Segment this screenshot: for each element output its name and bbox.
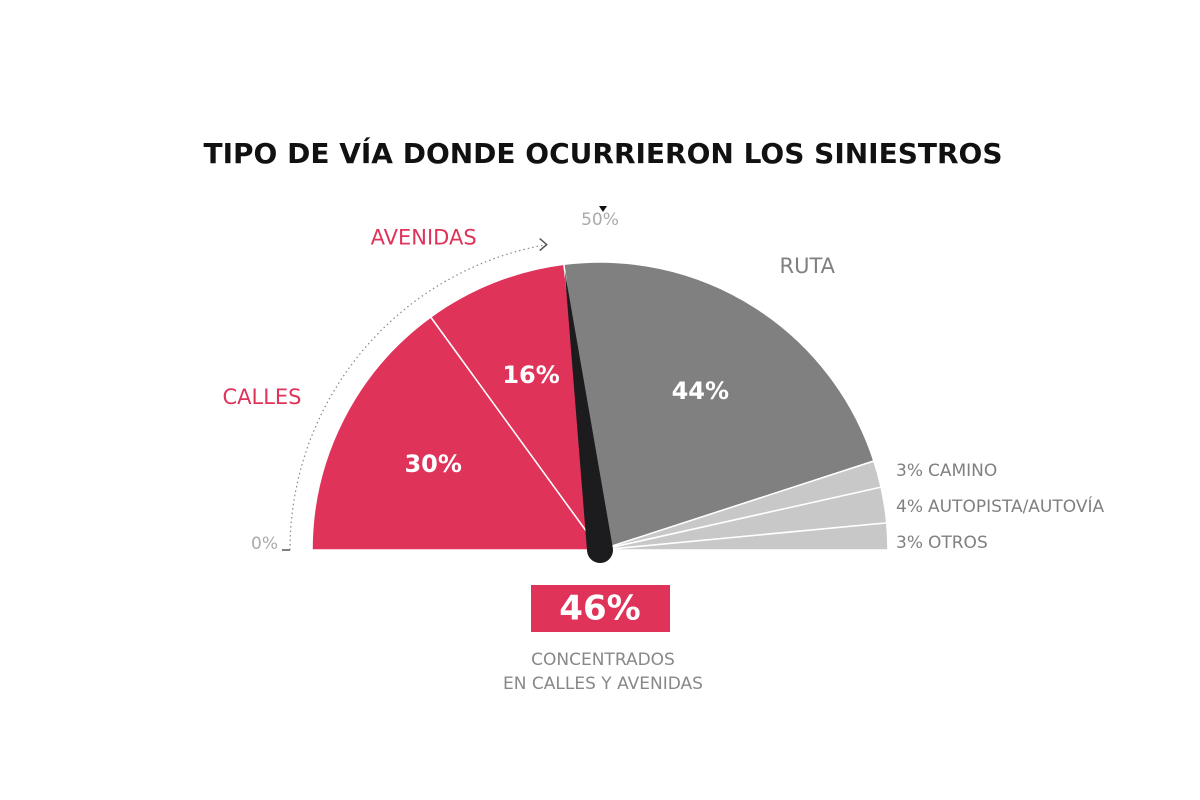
segment-value-label: 16% (502, 361, 559, 389)
segment (429, 263, 601, 551)
gauge-arc (289, 244, 547, 551)
segment-name-label: AVENIDAS (371, 226, 477, 250)
tick-label: 50% (581, 210, 619, 230)
note-line: CONCENTRADOS (531, 650, 675, 670)
segment-name-label: AUTOPISTA/AUTOVÍA (928, 495, 1104, 517)
segment-value-label: 3% (896, 461, 923, 481)
segment-label: 3% CAMINO (896, 461, 997, 481)
segment-label: 4% AUTOPISTA/AUTOVÍA (896, 495, 1104, 517)
tick-label: 0% (251, 534, 278, 554)
segment-value-label: 4% (896, 497, 923, 517)
chart-title: TIPO DE VÍA DONDE OCURRIERON LOS SINIEST… (203, 136, 1002, 170)
note-line: EN CALLES Y AVENIDAS (503, 674, 703, 694)
segment (563, 261, 875, 551)
segment-value-label: 44% (672, 377, 729, 405)
segment-name-label: CAMINO (928, 461, 997, 481)
segment-name-label: CALLES (222, 385, 301, 409)
needle-label-box (531, 585, 670, 632)
needle-label: 46% (559, 589, 640, 629)
segment-value-label: 30% (404, 450, 461, 478)
segment-name-label: RUTA (780, 254, 836, 278)
segment (599, 522, 889, 551)
segment-value-label: 3% (896, 533, 923, 553)
segment-label: 3% OTROS (896, 533, 988, 553)
top-marker (599, 206, 607, 212)
segment (311, 315, 602, 551)
segment-name-label: OTROS (928, 533, 988, 553)
needle (564, 270, 614, 564)
gauge-arrow (539, 238, 548, 252)
